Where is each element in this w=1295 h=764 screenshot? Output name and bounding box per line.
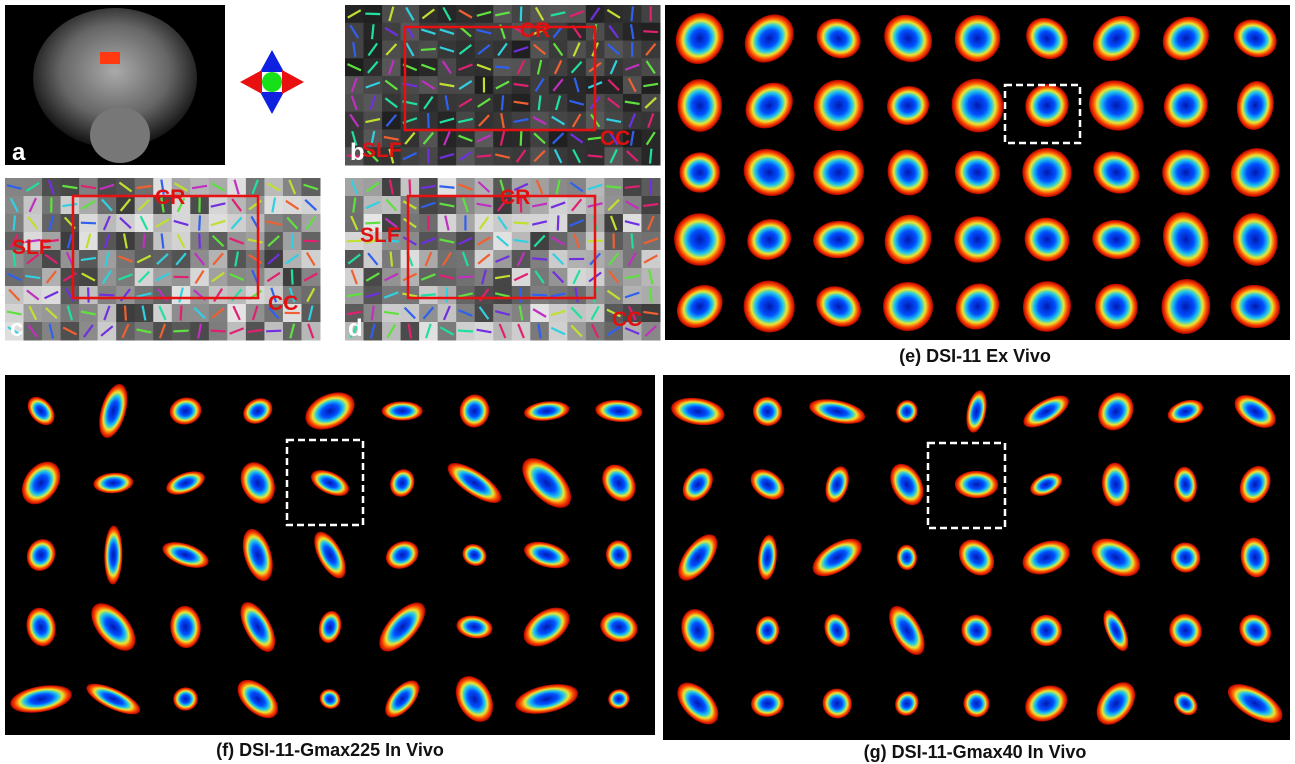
fiber: [99, 295, 114, 296]
arrow-left: [240, 70, 262, 94]
annotation: CC: [612, 308, 642, 331]
roi-marker: [100, 52, 120, 64]
annotation: SLF: [360, 224, 400, 247]
fiber: [81, 223, 96, 224]
annotation: CC: [268, 292, 298, 315]
fiber: [650, 149, 651, 164]
fiber: [521, 287, 522, 302]
fiber: [477, 156, 492, 157]
panel-label: d: [348, 315, 363, 342]
fiber: [558, 215, 559, 230]
fiber: [421, 49, 436, 50]
fiber: [439, 186, 454, 188]
fiber: [502, 95, 503, 110]
annotation: SLF: [362, 139, 402, 162]
odf-glyph: [382, 401, 423, 420]
fiber: [513, 222, 528, 223]
fiber: [292, 269, 293, 284]
fiber: [521, 131, 522, 146]
annotation: CR: [520, 19, 550, 42]
fiber: [14, 215, 15, 230]
arrow-right: [282, 70, 304, 94]
fiber: [173, 331, 188, 332]
caption: (e) DSI-11 Ex Vivo: [899, 346, 1051, 366]
fiber: [606, 186, 621, 188]
fiber: [532, 258, 547, 259]
fiber: [266, 331, 281, 332]
fiber: [88, 287, 89, 302]
fiber: [428, 113, 429, 128]
fiber: [532, 295, 547, 296]
arrow-down: [260, 92, 284, 114]
fiber: [372, 24, 373, 39]
caption: (g) DSI-11-Gmax40 In Vivo: [864, 742, 1087, 762]
brain-stem: [90, 107, 150, 163]
panel-label: a: [12, 139, 26, 166]
panel-label: c: [10, 315, 23, 342]
fiber: [365, 14, 380, 15]
fiber: [458, 276, 473, 277]
figure: a b CR SLF CC c CR SLF CC d CR SLF CC (e…: [0, 0, 1295, 764]
fiber: [211, 331, 226, 332]
annotation: CC: [600, 127, 630, 150]
fiber: [631, 6, 632, 21]
fiber: [650, 179, 651, 194]
fiber: [632, 233, 633, 248]
annotation: SLF: [12, 236, 52, 259]
fiber: [495, 67, 510, 68]
fiber: [421, 294, 436, 295]
fiber: [181, 305, 182, 320]
fiber: [410, 179, 411, 194]
fiber: [391, 251, 392, 266]
fiber: [458, 331, 473, 332]
annotation: CR: [155, 186, 185, 209]
caption: (f) DSI-11-Gmax225 In Vivo: [216, 740, 444, 760]
fiber: [428, 215, 429, 230]
fiber: [125, 305, 126, 320]
fiber: [199, 215, 200, 230]
fiber: [588, 155, 603, 156]
fiber: [643, 31, 658, 32]
odf-glyph: [1162, 150, 1209, 196]
fiber: [292, 233, 293, 248]
arrow-up: [260, 50, 284, 72]
fiber: [199, 233, 200, 248]
panels: [5, 5, 1290, 740]
annotation: CR: [500, 186, 530, 209]
fiber: [143, 233, 144, 248]
center-dot: [262, 72, 282, 92]
